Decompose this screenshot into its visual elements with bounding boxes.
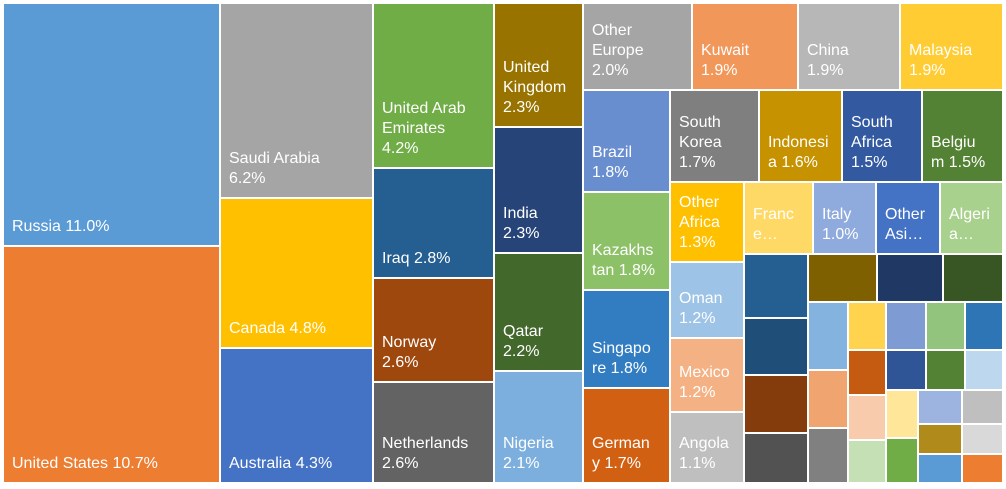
treemap-cell-label: Netherlands 2.6% [382, 435, 469, 472]
treemap-cell-oman-1-2: Oman 1.2% [670, 262, 744, 338]
treemap-cell-unlabeled [808, 428, 848, 483]
treemap-cell-label: Algeri a… [949, 206, 990, 243]
treemap-cell-unlabeled [886, 302, 926, 350]
treemap-cell-unlabeled [962, 454, 1003, 483]
treemap-cell-south-korea-1-7: South Korea 1.7% [670, 90, 759, 182]
treemap-cell-label: India 2.3% [503, 205, 540, 242]
treemap-cell-unlabeled [918, 390, 962, 424]
treemap-cell-russia-11-0: Russia 11.0% [3, 3, 220, 246]
treemap-cell-label: Norway 2.6% [382, 334, 437, 371]
treemap-cell-unlabeled [848, 440, 886, 483]
treemap-cell-singapo-re-1-8: Singapo re 1.8% [583, 290, 670, 388]
treemap-cell-label: Mexico 1.2% [679, 364, 730, 401]
treemap-cell-other-europe-2-0: Other Europe 2.0% [583, 3, 692, 90]
treemap-cell-belgiu-m-1-5: Belgiu m 1.5% [922, 90, 1003, 182]
treemap-cell-united-states-10-7: United States 10.7% [3, 246, 220, 483]
treemap-cell-china-1-9: China 1.9% [798, 3, 900, 90]
treemap-cell-unlabeled [808, 370, 848, 428]
treemap-cell-unlabeled [808, 254, 877, 302]
treemap-cell-label: Indonesi a 1.6% [768, 134, 829, 171]
treemap-cell-label: Angola 1.1% [679, 435, 729, 472]
treemap-cell-canada-4-8: Canada 4.8% [220, 198, 373, 348]
treemap-cell-norway-2-6: Norway 2.6% [373, 278, 494, 382]
treemap-cell-italy-1-0: Italy 1.0% [813, 182, 876, 254]
treemap-cell-iraq-2-8: Iraq 2.8% [373, 168, 494, 278]
treemap-cell-saudi-arabia-6-2: Saudi Arabia 6.2% [220, 3, 373, 198]
treemap-cell-label: Kazakhs tan 1.8% [592, 242, 656, 279]
treemap-cell-unlabeled [965, 302, 1003, 350]
treemap-cell-kazakhs-tan-1-8: Kazakhs tan 1.8% [583, 192, 670, 290]
treemap-cell-label: Oman 1.2% [679, 290, 723, 327]
treemap-cell-unlabeled [962, 390, 1003, 424]
treemap-cell-unlabeled [808, 302, 848, 370]
treemap-cell-malaysia-1-9: Malaysia 1.9% [900, 3, 1003, 90]
treemap-cell-franc-e: Franc e… [744, 182, 813, 254]
treemap-cell-label: South Korea 1.7% [679, 114, 722, 171]
treemap-cell-label: Other Europe 2.0% [592, 22, 644, 79]
treemap-cell-label: Qatar 2.2% [503, 323, 544, 360]
treemap-cell-label: Singapo re 1.8% [592, 340, 651, 377]
treemap-cell-label: Brazil 1.8% [592, 144, 633, 181]
treemap-cell-label: Belgiu m 1.5% [931, 134, 986, 171]
treemap-cell-label: Italy 1.0% [822, 206, 859, 243]
treemap-cell-label: Iraq 2.8% [382, 250, 451, 267]
treemap-cell-unlabeled [744, 318, 808, 375]
treemap-cell-label: Nigeria 2.1% [503, 435, 554, 472]
treemap-cell-qatar-2-2: Qatar 2.2% [494, 253, 583, 371]
treemap-cell-nigeria-2-1: Nigeria 2.1% [494, 371, 583, 483]
treemap-cell-brazil-1-8: Brazil 1.8% [583, 90, 670, 192]
treemap-cell-label: United Kingdom 2.3% [503, 59, 567, 116]
treemap-cell-unlabeled [918, 424, 962, 454]
treemap-cell-other-africa-1-3: Other Africa 1.3% [670, 182, 744, 262]
treemap-cell-south-africa-1-5: South Africa 1.5% [842, 90, 922, 182]
treemap-cell-unlabeled [886, 438, 918, 483]
treemap-cell-label: Franc e… [753, 206, 794, 243]
treemap-cell-unlabeled [848, 302, 886, 350]
treemap-cell-kuwait-1-9: Kuwait 1.9% [692, 3, 798, 90]
treemap-cell-label: China 1.9% [807, 42, 849, 79]
treemap-cell-unlabeled [943, 254, 1003, 302]
treemap-cell-unlabeled [848, 395, 886, 440]
treemap-cell-unlabeled [926, 302, 965, 350]
treemap-cell-label: Kuwait 1.9% [701, 42, 750, 79]
treemap-cell-other-asi: Other Asi… [876, 182, 940, 254]
treemap-cell-german-y-1-7: German y 1.7% [583, 388, 670, 483]
treemap-cell-unlabeled [965, 350, 1003, 390]
treemap-cell-label: Other Africa 1.3% [679, 194, 720, 251]
treemap-cell-label: Malaysia 1.9% [909, 42, 973, 79]
treemap-cell-netherlands-2-6: Netherlands 2.6% [373, 382, 494, 483]
treemap-cell-unlabeled [744, 375, 808, 433]
treemap-cell-mexico-1-2: Mexico 1.2% [670, 338, 744, 412]
treemap-cell-label: United Arab Emirates 4.2% [382, 100, 466, 157]
treemap-cell-algeri-a: Algeri a… [940, 182, 1003, 254]
treemap-cell-unlabeled [886, 350, 926, 390]
treemap-cell-india-2-3: India 2.3% [494, 127, 583, 253]
treemap-cell-angola-1-1: Angola 1.1% [670, 412, 744, 483]
treemap-cell-indonesi-a-1-6: Indonesi a 1.6% [759, 90, 842, 182]
treemap-cell-unlabeled [744, 433, 808, 483]
treemap-cell-unlabeled [886, 390, 918, 438]
treemap-cell-label: Canada 4.8% [229, 320, 326, 337]
treemap-cell-label: Australia 4.3% [229, 455, 333, 472]
treemap-cell-label: German y 1.7% [592, 435, 650, 472]
treemap-cell-unlabeled [848, 350, 886, 395]
treemap-cell-unlabeled [744, 254, 808, 318]
treemap-cell-unlabeled [918, 454, 962, 483]
treemap-cell-united-kingdom-2-3: United Kingdom 2.3% [494, 3, 583, 127]
treemap-cell-unlabeled [877, 254, 943, 302]
treemap-cell-label: Other Asi… [885, 206, 926, 243]
treemap-cell-australia-4-3: Australia 4.3% [220, 348, 373, 483]
treemap-cell-label: Saudi Arabia 6.2% [229, 150, 320, 187]
treemap-cell-label: United States 10.7% [12, 455, 158, 472]
treemap-cell-label: Russia 11.0% [12, 218, 110, 235]
treemap-cell-label: South Africa 1.5% [851, 114, 893, 171]
treemap-cell-unlabeled [962, 424, 1003, 454]
treemap-cell-unlabeled [926, 350, 965, 390]
treemap-cell-united-arab-emirates-4-2: United Arab Emirates 4.2% [373, 3, 494, 168]
